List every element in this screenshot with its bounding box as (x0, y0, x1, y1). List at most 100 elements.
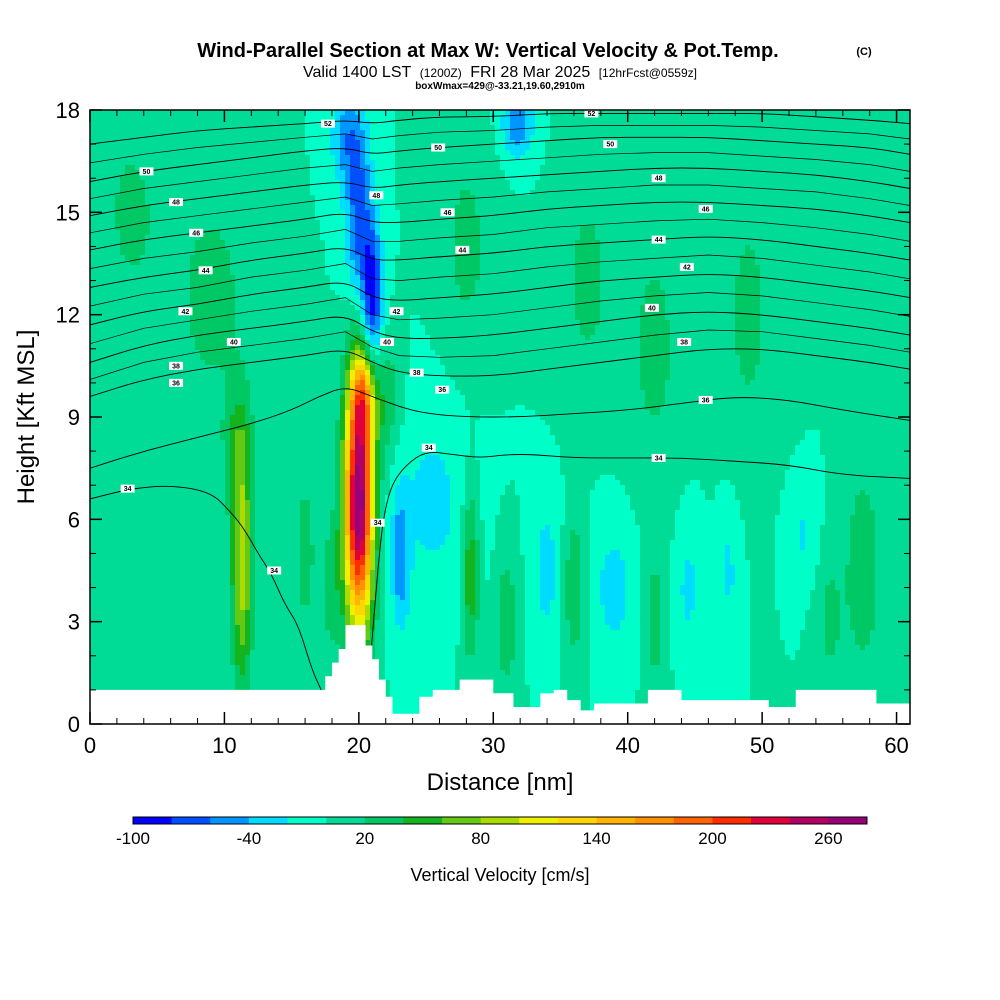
w-cell (350, 360, 356, 366)
w-cell (375, 250, 381, 256)
w-cell (805, 625, 826, 631)
w-cell (325, 605, 341, 611)
w-cell (460, 535, 466, 541)
w-cell (590, 680, 641, 686)
w-cell (365, 285, 376, 291)
w-cell (255, 550, 301, 556)
w-cell (540, 580, 556, 586)
w-cell (410, 365, 446, 371)
w-cell (465, 610, 471, 616)
w-cell (250, 440, 256, 446)
theta-44-contour (90, 236, 910, 288)
w-cell (380, 480, 391, 486)
w-cell (455, 385, 641, 391)
w-cell (375, 220, 381, 226)
theta-34-contour (90, 485, 322, 691)
w-cell (590, 655, 641, 661)
w-cell (730, 550, 746, 556)
w-cell (90, 480, 226, 486)
w-cell (230, 425, 251, 431)
w-cell (375, 550, 381, 556)
w-cell (380, 410, 386, 416)
w-cell (345, 440, 351, 446)
w-cell (590, 525, 641, 531)
w-cell (235, 460, 246, 466)
w-cell (600, 260, 741, 266)
w-cell (685, 490, 706, 496)
w-cell (375, 630, 386, 636)
w-cell (250, 495, 256, 501)
w-cell (255, 455, 336, 461)
contour-label-bg (370, 518, 385, 527)
w-cell (310, 565, 326, 571)
w-cell (775, 570, 816, 576)
w-cell (250, 630, 256, 636)
contour-label-bg (431, 143, 446, 152)
w-cell (380, 415, 386, 421)
w-cell (245, 460, 251, 466)
w-cell (565, 595, 581, 601)
w-cell (530, 685, 561, 691)
colorbar-swatch (171, 817, 211, 824)
w-cell (370, 560, 376, 566)
w-cell (775, 555, 821, 561)
w-cell (640, 365, 671, 371)
w-cell (405, 615, 461, 621)
w-cell (90, 565, 231, 571)
w-cell (560, 575, 566, 581)
w-cell (380, 305, 386, 311)
w-cell (780, 635, 801, 641)
w-cell (565, 610, 581, 616)
w-cell (345, 345, 351, 351)
w-cell (465, 555, 476, 561)
w-cell (575, 305, 601, 311)
w-cell (480, 595, 501, 601)
w-cell (230, 610, 236, 616)
w-cell (470, 425, 476, 431)
w-cell (390, 470, 416, 476)
w-cell (735, 325, 761, 331)
theta-34-contour (369, 452, 910, 670)
w-cell (500, 640, 516, 646)
w-cell (470, 410, 506, 416)
contour-label: 34 (655, 455, 663, 462)
w-cell (405, 525, 451, 531)
w-cell (385, 330, 411, 336)
w-cell (505, 570, 511, 576)
w-cell (670, 620, 751, 626)
w-cell (745, 525, 776, 531)
w-cell (650, 635, 661, 641)
w-cell (315, 195, 341, 201)
w-cell (395, 180, 511, 186)
w-cell (235, 630, 241, 636)
w-cell (790, 460, 826, 466)
w-cell (345, 480, 351, 486)
w-cell (380, 405, 386, 411)
w-cell (345, 110, 356, 116)
w-cell (390, 555, 396, 561)
w-cell (625, 585, 641, 591)
w-cell (670, 580, 686, 586)
colorbar-swatch (442, 817, 482, 824)
w-cell (375, 375, 396, 381)
w-cell (125, 170, 141, 176)
w-cell (640, 680, 676, 686)
w-cell (350, 565, 356, 571)
w-cell (310, 515, 331, 521)
w-cell (785, 480, 826, 486)
w-cell (390, 525, 396, 531)
w-cell (750, 630, 781, 636)
w-cell (650, 595, 661, 601)
w-cell (90, 400, 226, 406)
w-cell (315, 550, 326, 556)
w-cell (230, 600, 236, 606)
w-cell (195, 245, 226, 251)
w-cell (560, 610, 566, 616)
w-cell (555, 595, 561, 601)
w-cell (565, 560, 581, 566)
w-cell (240, 570, 246, 576)
w-cell (325, 545, 336, 551)
contour-label-bg (435, 385, 450, 394)
w-cell (90, 245, 121, 251)
w-cell (645, 295, 666, 301)
